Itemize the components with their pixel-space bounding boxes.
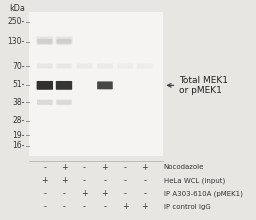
- Text: +: +: [61, 163, 67, 172]
- FancyBboxPatch shape: [97, 81, 113, 89]
- Text: +: +: [81, 189, 88, 198]
- Text: 28-: 28-: [13, 116, 25, 125]
- Text: -: -: [143, 176, 146, 185]
- Text: IP A303-610A (pMEK1): IP A303-610A (pMEK1): [164, 190, 243, 197]
- FancyBboxPatch shape: [29, 12, 163, 156]
- Text: -: -: [43, 189, 46, 198]
- Text: -: -: [124, 176, 127, 185]
- Text: -: -: [83, 202, 86, 211]
- Text: 130-: 130-: [8, 37, 25, 46]
- FancyBboxPatch shape: [37, 64, 53, 68]
- Text: -: -: [62, 202, 66, 211]
- Text: +: +: [122, 202, 129, 211]
- Text: Nocodazole: Nocodazole: [164, 164, 204, 170]
- Text: HeLa WCL (input): HeLa WCL (input): [164, 177, 225, 184]
- Text: +: +: [41, 176, 48, 185]
- Text: -: -: [124, 189, 127, 198]
- Text: -: -: [143, 189, 146, 198]
- Text: 250-: 250-: [8, 18, 25, 26]
- FancyBboxPatch shape: [77, 64, 92, 68]
- Text: +: +: [102, 163, 108, 172]
- Text: +: +: [61, 176, 67, 185]
- FancyBboxPatch shape: [37, 81, 53, 90]
- Text: IP control IgG: IP control IgG: [164, 204, 211, 210]
- Text: -: -: [83, 163, 86, 172]
- FancyBboxPatch shape: [137, 64, 152, 68]
- Text: 70-: 70-: [12, 62, 25, 70]
- FancyBboxPatch shape: [56, 100, 72, 105]
- Text: -: -: [83, 176, 86, 185]
- Text: 16-: 16-: [13, 141, 25, 150]
- Text: -: -: [124, 163, 127, 172]
- Text: -: -: [103, 176, 106, 185]
- Text: -: -: [43, 202, 46, 211]
- FancyBboxPatch shape: [118, 64, 133, 68]
- FancyBboxPatch shape: [57, 39, 71, 45]
- FancyBboxPatch shape: [56, 81, 72, 90]
- FancyBboxPatch shape: [56, 64, 72, 68]
- Text: 51-: 51-: [13, 80, 25, 89]
- FancyBboxPatch shape: [56, 37, 72, 44]
- Text: -: -: [43, 163, 46, 172]
- Text: 19-: 19-: [13, 131, 25, 140]
- FancyBboxPatch shape: [37, 39, 52, 45]
- FancyBboxPatch shape: [97, 64, 113, 68]
- Text: +: +: [141, 163, 148, 172]
- Text: +: +: [102, 189, 108, 198]
- Text: 38-: 38-: [13, 98, 25, 107]
- Text: Total MEK1
or pMEK1: Total MEK1 or pMEK1: [167, 76, 228, 95]
- FancyBboxPatch shape: [37, 100, 53, 105]
- FancyBboxPatch shape: [36, 37, 53, 44]
- Text: -: -: [103, 202, 106, 211]
- Text: kDa: kDa: [9, 4, 25, 13]
- Text: +: +: [141, 202, 148, 211]
- Text: -: -: [62, 189, 66, 198]
